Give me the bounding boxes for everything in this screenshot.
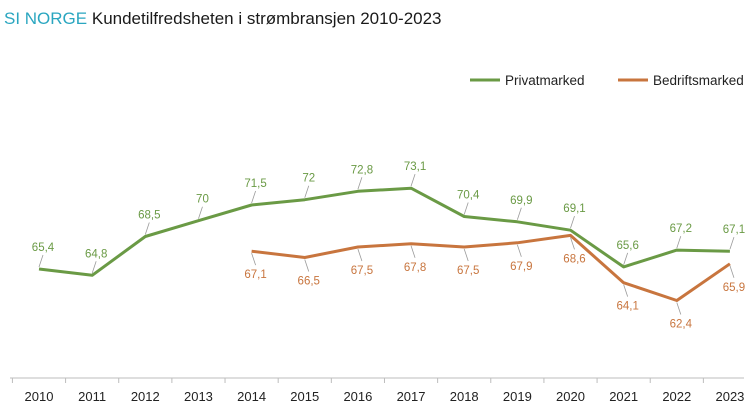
data-label: 72 [302, 173, 315, 185]
legend: Privatmarked Bedriftsmarked [470, 73, 744, 88]
legend-label: Privatmarked [505, 73, 585, 88]
x-tick-label: 2019 [503, 389, 532, 404]
data-label: 64,8 [85, 248, 107, 260]
x-tick-label: 2012 [131, 389, 160, 404]
x-tick-label: 2022 [662, 389, 691, 404]
x-axis: 2010 2011 2012 2013 2014 2015 2016 2017 2018 2019… [10, 377, 744, 404]
brand-name: SI NORGE [4, 9, 88, 28]
data-label-leader [570, 237, 575, 250]
data-label-leader [357, 248, 363, 262]
x-tick-label: 2018 [450, 389, 479, 404]
data-label-leader [623, 284, 629, 297]
data-label: 65,9 [723, 282, 745, 294]
series-line [251, 233, 731, 302]
legend-label: Bedriftsmarked [653, 73, 744, 88]
data-label: 67,1 [244, 269, 266, 281]
data-label: 73,1 [404, 161, 426, 173]
data-label: 65,4 [32, 242, 55, 254]
data-label-leader [729, 265, 735, 278]
data-label-leader [357, 177, 363, 190]
data-label: 72,8 [351, 164, 373, 176]
data-label: 68,5 [138, 209, 160, 221]
data-label-leader [623, 252, 629, 266]
data-label: 67,5 [351, 265, 373, 277]
data-label-leader [463, 202, 469, 215]
legend-item-bedriftsmarked: Bedriftsmarked [618, 73, 744, 88]
series-bedriftsmarked: 67,1 66,5 67,5 67,8 67,5 67,9 68,6 64,1 62,4 65,9 [244, 233, 745, 331]
data-label: 67,1 [723, 224, 745, 236]
data-label: 67,5 [457, 265, 479, 277]
data-label: 69,1 [563, 203, 585, 215]
data-label: 68,6 [563, 253, 585, 265]
data-label: 65,6 [616, 240, 638, 252]
chart-title: SI NORGE Kundetilfredsheten i strømbrans… [4, 9, 442, 29]
data-label-leader [463, 248, 469, 262]
x-tick-label: 2015 [290, 389, 319, 404]
data-label-leader [91, 261, 97, 274]
data-label: 67,8 [404, 262, 426, 274]
series-group: 65,4 64,8 68,5 70 71,5 72 72,8 73,1 70,4 69,9 69,1… [32, 161, 745, 330]
data-label: 69,9 [510, 195, 532, 207]
data-label-leader [516, 244, 522, 257]
data-label-leader [410, 174, 416, 187]
x-tick-label: 2014 [237, 389, 266, 404]
data-label-leader [676, 235, 682, 249]
x-tick-label: 2020 [556, 389, 585, 404]
x-tick-label: 2023 [715, 389, 744, 404]
data-label-leader [38, 254, 44, 268]
data-label-leader [516, 207, 522, 220]
data-label-leader [304, 259, 310, 272]
x-tick-label: 2011 [78, 389, 106, 404]
data-label: 70,4 [457, 190, 480, 202]
x-tick-label: 2013 [184, 389, 213, 404]
x-tick-label: 2017 [397, 389, 426, 404]
series-line [38, 186, 730, 277]
data-label-leader [198, 206, 203, 219]
x-tick-label: 2010 [25, 389, 54, 404]
x-tick-label: 2021 [609, 389, 638, 404]
data-label: 67,9 [510, 261, 532, 273]
data-label-leader [676, 302, 682, 315]
data-label-leader [304, 185, 310, 198]
data-label: 67,2 [670, 223, 692, 235]
data-label-leader [251, 253, 256, 266]
title-text: Kundetilfredsheten i strømbransjen 2010-… [91, 9, 442, 28]
data-label: 71,5 [244, 178, 266, 190]
data-label-leader [570, 216, 575, 229]
data-label: 70 [196, 194, 209, 206]
data-label: 64,1 [616, 301, 638, 313]
legend-item-privatmarked: Privatmarked [470, 73, 585, 88]
data-label: 66,5 [298, 275, 320, 287]
data-label-leader [144, 222, 150, 235]
data-label-leader [729, 237, 735, 250]
data-label-leader [410, 245, 416, 258]
x-tick-label: 2016 [343, 389, 372, 404]
data-label: 62,4 [670, 319, 693, 331]
data-label-leader [251, 190, 256, 204]
series-privatmarked: 65,4 64,8 68,5 70 71,5 72 72,8 73,1 70,4 69,9 69,1… [32, 161, 745, 277]
